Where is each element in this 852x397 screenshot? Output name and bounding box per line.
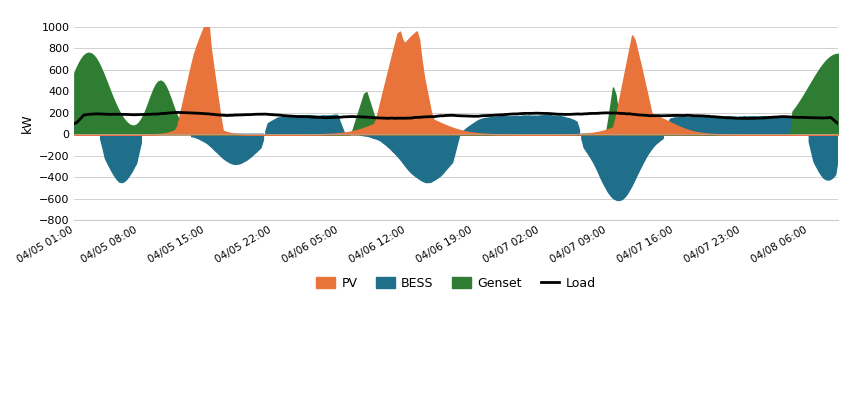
Legend: PV, BESS, Genset, Load: PV, BESS, Genset, Load	[311, 272, 600, 295]
Load	[619, 111, 630, 116]
Load	[466, 114, 476, 119]
Load	[609, 111, 619, 116]
Load	[69, 121, 79, 126]
Line: Load: Load	[74, 112, 837, 123]
Load	[172, 110, 182, 115]
Load	[741, 116, 751, 121]
Load	[832, 121, 842, 126]
Load	[698, 114, 708, 118]
Y-axis label: kW: kW	[20, 114, 33, 133]
Load	[181, 110, 192, 115]
